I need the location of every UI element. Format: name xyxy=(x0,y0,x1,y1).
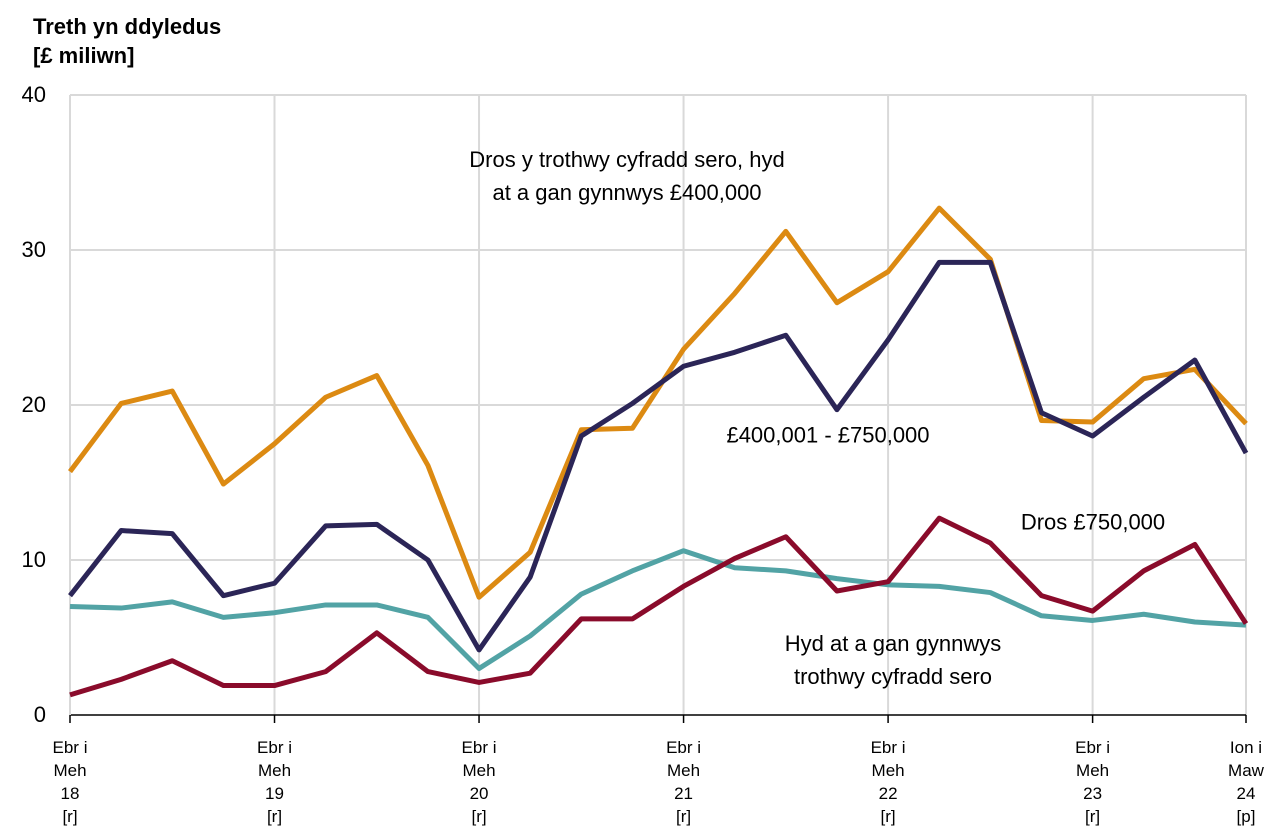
series-line xyxy=(67,205,1248,600)
y-tick-label: 10 xyxy=(21,547,46,572)
series-line xyxy=(69,548,1247,671)
x-tick-label: Ebr i Meh 21 [r] xyxy=(666,738,702,826)
series-label: Hyd at a gan gynnwys trothwy cyfradd ser… xyxy=(784,631,1002,689)
y-tick-label: 0 xyxy=(33,702,46,727)
y-tick-label: 20 xyxy=(21,392,46,417)
series-line xyxy=(69,515,1249,698)
x-tick-label: Ebr i Meh 18 [r] xyxy=(52,738,88,826)
series-label: Dros £750,000 xyxy=(1020,509,1166,535)
x-tick-label: Ebr i Meh 23 [r] xyxy=(1075,738,1111,826)
y-tick-label: 30 xyxy=(21,237,46,262)
series-label: £400,001 - £750,000 xyxy=(726,422,930,448)
series-line xyxy=(68,259,1249,653)
x-tick-label: Ebr i Meh 19 [r] xyxy=(257,738,292,826)
x-tick-label: Ion i Maw 24 [p] xyxy=(1228,738,1264,826)
x-tick-label: Ebr i Meh 20 [r] xyxy=(461,738,497,826)
y-axis-title: Treth yn ddyledus [£ miliwn] xyxy=(33,14,222,68)
x-tick-label: Ebr i Meh 22 [r] xyxy=(870,738,906,826)
series-label: Dros y trothwy cyfradd sero, hyd at a ga… xyxy=(469,147,785,205)
y-tick-label: 40 xyxy=(21,82,46,107)
